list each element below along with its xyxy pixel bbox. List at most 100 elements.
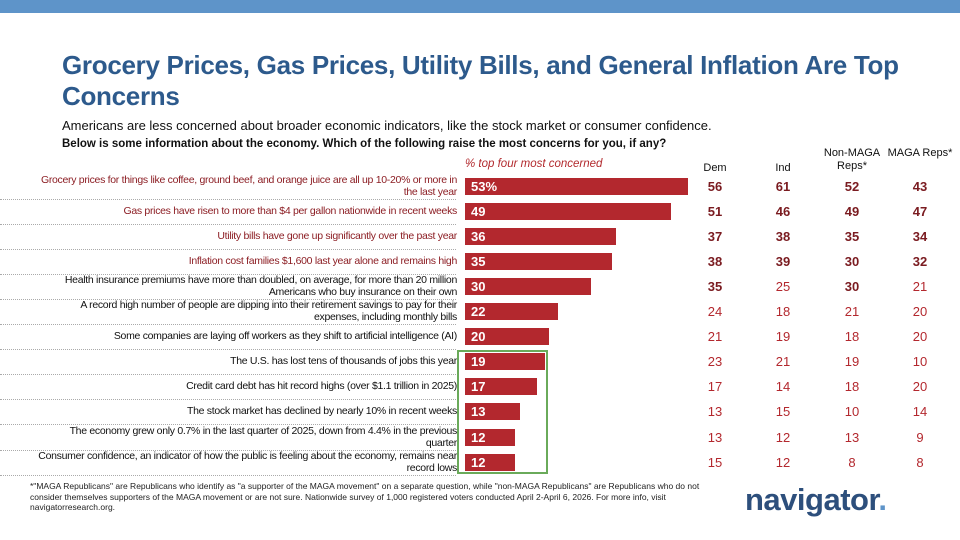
bar: 17: [465, 378, 537, 396]
group-value-dem: 13: [707, 404, 723, 420]
group-value-ind: 19: [775, 329, 791, 345]
group-value-dem: 17: [707, 379, 723, 395]
group-value-maga: 21: [912, 278, 928, 294]
row-label: The stock market has declined by nearly …: [186, 405, 457, 418]
group-value-nonmaga: 30: [844, 278, 860, 294]
chart-row: A record high number of people are dippi…: [0, 299, 960, 325]
group-value-nonmaga: 18: [844, 379, 860, 395]
group-value-nonmaga: 8: [848, 454, 856, 470]
group-value-dem: 24: [707, 304, 723, 319]
group-value-ind: 12: [775, 429, 791, 445]
bar: 49: [465, 202, 672, 220]
bar: 13: [465, 403, 520, 421]
group-value-nonmaga: 52: [844, 178, 860, 194]
axis-label: % top four most concerned: [465, 158, 603, 170]
page-title: Grocery Prices, Gas Prices, Utility Bill…: [62, 50, 899, 111]
group-value-nonmaga: 19: [844, 354, 860, 370]
group-value-nonmaga: 49: [844, 203, 860, 219]
group-value-dem: 37: [707, 228, 723, 244]
bar: 30: [465, 277, 592, 295]
bar: 22: [465, 303, 558, 320]
chart-row: Grocery prices for things like coffee, g…: [0, 173, 960, 200]
group-value-maga: 43: [912, 178, 928, 194]
footnote: *"MAGA Republicans" are Republicans who …: [30, 481, 700, 512]
group-value-maga: 10: [912, 354, 928, 370]
col-head-ind: Ind: [775, 162, 791, 174]
row-label: Some companies are laying off workers as…: [113, 330, 457, 343]
row-label: Utility bills have gone up significantly…: [217, 229, 457, 242]
row-divider: [0, 298, 456, 300]
bar: 12: [465, 453, 516, 471]
navigator-logo: navigator.: [745, 482, 887, 518]
row-label: Consumer confidence, an indicator of how…: [38, 449, 457, 474]
row-divider: [0, 198, 456, 200]
group-value-nonmaga: 18: [844, 329, 860, 345]
group-value-maga: 9: [916, 429, 924, 445]
group-value-ind: 14: [775, 379, 791, 395]
row-divider: [0, 273, 456, 275]
row-divider: [0, 248, 456, 250]
group-value-ind: 25: [775, 278, 791, 294]
group-value-ind: 38: [775, 228, 791, 244]
bar: 12: [465, 428, 516, 446]
chart-row: Health insurance premiums have more than…: [0, 273, 960, 300]
group-value-dem: 38: [707, 253, 723, 269]
logo-text: navigator: [745, 482, 879, 517]
row-label: Health insurance premiums have more than…: [64, 273, 457, 298]
group-value-nonmaga: 30: [844, 253, 860, 269]
group-value-ind: 61: [775, 178, 791, 194]
group-value-dem: 15: [707, 454, 723, 470]
group-value-nonmaga: 13: [844, 429, 860, 445]
chart-row: Gas prices have risen to more than $4 pe…: [0, 199, 960, 225]
bar: 19: [465, 353, 545, 371]
bar: 20: [465, 328, 550, 346]
group-value-nonmaga: 10: [844, 404, 860, 420]
row-divider: [0, 474, 456, 476]
group-value-maga: 20: [912, 304, 928, 319]
row-divider: [0, 449, 456, 451]
row-label: Gas prices have risen to more than $4 pe…: [123, 204, 457, 217]
row-divider: [0, 399, 456, 401]
subtitle: Americans are less concerned about broad…: [62, 118, 712, 133]
row-label: The U.S. has lost tens of thousands of j…: [230, 355, 457, 368]
bar: 53%: [465, 177, 688, 195]
group-value-maga: 14: [912, 404, 928, 420]
col-head-maga: MAGA Reps*: [887, 147, 953, 159]
group-value-ind: 39: [775, 253, 791, 269]
group-value-nonmaga: 35: [844, 228, 860, 244]
group-value-maga: 34: [912, 228, 928, 244]
row-label: Grocery prices for things like coffee, g…: [40, 173, 457, 198]
group-value-maga: 32: [912, 253, 928, 269]
row-label: The economy grew only 0.7% in the last q…: [69, 424, 458, 449]
bar: 35: [465, 252, 613, 270]
row-label: Inflation cost families $1,600 last year…: [188, 254, 458, 267]
group-value-dem: 56: [707, 178, 723, 194]
group-value-ind: 18: [775, 304, 791, 319]
group-value-nonmaga: 21: [844, 304, 860, 319]
row-divider: [0, 349, 456, 351]
top-bar: [0, 0, 960, 13]
group-value-dem: 21: [707, 329, 723, 345]
group-value-ind: 12: [775, 454, 791, 470]
group-value-dem: 13: [707, 429, 723, 445]
highlight-box: [457, 350, 548, 474]
chart-row: Some companies are laying off workers as…: [0, 324, 960, 351]
group-value-maga: 8: [916, 454, 924, 470]
chart-row: The stock market has declined by nearly …: [0, 399, 960, 426]
chart-row: Utility bills have gone up significantly…: [0, 224, 960, 250]
chart-row: Consumer confidence, an indicator of how…: [0, 449, 960, 476]
group-value-maga: 47: [912, 203, 928, 219]
group-value-maga: 20: [912, 379, 928, 395]
group-value-dem: 23: [707, 354, 723, 370]
bar: 36: [465, 227, 617, 245]
row-divider: [0, 223, 456, 225]
chart-row: Inflation cost families $1,600 last year…: [0, 249, 960, 275]
row-label: A record high number of people are dippi…: [80, 299, 457, 323]
logo-dot: .: [878, 482, 887, 517]
group-value-dem: 35: [707, 278, 723, 294]
col-head-nonmaga: Non-MAGA Reps*: [823, 147, 881, 172]
group-value-maga: 20: [912, 329, 928, 345]
chart-row: The economy grew only 0.7% in the last q…: [0, 424, 960, 451]
row-label: Credit card debt has hit record highs (o…: [186, 380, 457, 393]
group-value-ind: 21: [775, 354, 791, 370]
